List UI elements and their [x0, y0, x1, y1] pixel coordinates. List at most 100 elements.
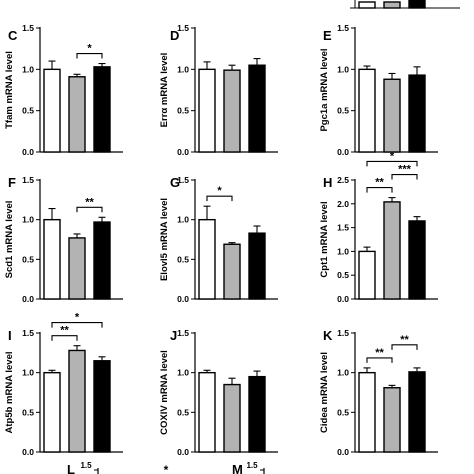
- y-tick-label: 1.5: [246, 461, 258, 470]
- y-tick-label: 1.5: [177, 328, 189, 338]
- bar: [68, 76, 86, 153]
- y-tick-label: 1.0: [22, 64, 34, 74]
- y-tick-label: 1.5: [177, 175, 189, 185]
- significance-label: ***: [398, 164, 412, 176]
- y-axis-label: Cidea mRNA level: [319, 352, 330, 433]
- y-tick-label: 1.0: [22, 368, 34, 378]
- y-tick-label: 0.5: [337, 270, 349, 280]
- significance-bracket: [366, 160, 418, 167]
- bar: [408, 74, 426, 153]
- y-tick-label: 2.0: [337, 199, 349, 209]
- y-tick-label: 0.5: [337, 407, 349, 417]
- y-axis-label: Elovl5 mRNA level: [159, 198, 170, 281]
- y-tick-label: 0.5: [22, 254, 34, 264]
- panel-label: C: [8, 28, 18, 43]
- y-tick-label: 0.0: [177, 147, 189, 157]
- significance-label: **: [375, 177, 384, 189]
- significance-bracket: [76, 52, 103, 59]
- bar: [358, 250, 376, 300]
- bar: [248, 64, 266, 153]
- y-tick-label: 1.5: [177, 23, 189, 33]
- cropped-bar: [358, 1, 376, 9]
- y-tick-label: 0.5: [177, 407, 189, 417]
- bar: [198, 371, 216, 453]
- y-axis-label: Pgc1a mRNA level: [319, 48, 330, 131]
- y-tick-label: 0.5: [22, 407, 34, 417]
- bar: [248, 375, 266, 453]
- y-tick-label: 1.5: [22, 23, 34, 33]
- significance-bracket: [391, 344, 418, 350]
- bar: [383, 387, 401, 453]
- y-tick-label: 0.0: [337, 447, 349, 457]
- y-tick-label: 0.5: [177, 106, 189, 116]
- bar: [198, 218, 216, 300]
- panel-label: E: [323, 28, 332, 43]
- bar: [383, 78, 401, 153]
- y-axis-label: Tfam mRNA level: [4, 51, 15, 129]
- panel-label: F: [8, 175, 16, 190]
- panel-label: J: [170, 328, 177, 343]
- significance-label: **: [375, 347, 384, 359]
- panel-label: M: [232, 462, 243, 474]
- significance-bracket: [366, 187, 393, 193]
- significance-label: *: [75, 312, 80, 324]
- bar: [93, 360, 111, 453]
- bar: [248, 232, 266, 300]
- y-tick-label: 0.5: [337, 106, 349, 116]
- y-tick-label: 1.0: [177, 64, 189, 74]
- y-tick-label: 1.5: [22, 175, 34, 185]
- bar: [68, 237, 86, 300]
- bar: [223, 383, 241, 453]
- bar: [358, 68, 376, 153]
- y-tick-label: 1.0: [337, 368, 349, 378]
- bar: [198, 68, 216, 153]
- bar: [383, 201, 401, 300]
- panel-label: G: [170, 175, 180, 190]
- y-axis-label: Scd1 mRNA level: [4, 201, 15, 279]
- panel-l-partial: L 1.5 *: [67, 461, 169, 474]
- panel-f: F Scd1 mRNA level 0.0 0.5 1.0 1.5 **: [4, 175, 123, 304]
- panel-label: D: [170, 28, 179, 43]
- y-tick-label: 0.0: [337, 147, 349, 157]
- cropped-bar: [383, 1, 401, 9]
- y-tick-label: 0.0: [177, 447, 189, 457]
- y-tick-label: 1.5: [337, 23, 349, 33]
- significance-label: **: [85, 196, 94, 208]
- panel-k: K Cidea mRNA level 0.0 0.5 1.0 1.5 ** **: [319, 328, 438, 457]
- bar: [93, 221, 111, 300]
- y-axis-label: COXIV mRNA level: [159, 350, 170, 435]
- panel-m-partial: M 1.5: [232, 461, 265, 474]
- bar: [408, 220, 426, 300]
- significance-bracket: [51, 322, 103, 328]
- y-tick-label: 1.0: [337, 246, 349, 256]
- y-tick-label: 1.5: [22, 328, 34, 338]
- panel-c: C Tfam mRNA level 0.0 0.5 1.0 1.5 *: [4, 23, 123, 157]
- significance-label: *: [217, 185, 222, 197]
- y-tick-label: 2.5: [337, 175, 349, 185]
- significance-label: **: [60, 325, 69, 337]
- significance-label: *: [390, 150, 395, 162]
- significance-label: *: [164, 463, 169, 474]
- bar: [43, 371, 61, 453]
- bar: [223, 69, 241, 153]
- significance-bracket: [51, 335, 78, 341]
- panel-label: I: [8, 328, 12, 343]
- y-tick-label: 0.5: [177, 254, 189, 264]
- y-tick-label: 1.5: [337, 328, 349, 338]
- panel-e: E Pgc1a mRNA level 0.0 0.5 1.0 1.5: [319, 23, 438, 157]
- significance-bracket: [206, 195, 233, 202]
- y-tick-label: 0.0: [177, 294, 189, 304]
- significance-bracket: [76, 206, 103, 213]
- y-tick-label: 1.0: [22, 215, 34, 225]
- y-tick-label: 1.0: [177, 368, 189, 378]
- y-axis-label: Atp5b mRNA level: [4, 352, 15, 434]
- bar: [358, 371, 376, 453]
- panel-label: L: [67, 462, 75, 474]
- significance-bracket: [391, 173, 418, 180]
- y-tick-label: 1.0: [177, 215, 189, 225]
- panel-label: H: [323, 175, 332, 190]
- y-tick-label: 1.5: [337, 223, 349, 233]
